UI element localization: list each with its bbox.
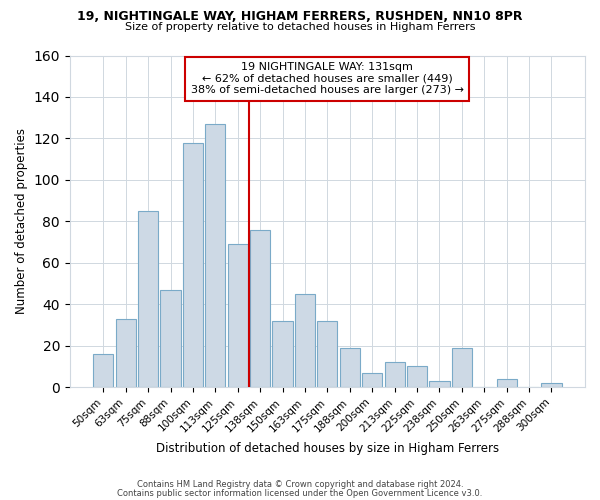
Bar xyxy=(541,383,562,387)
X-axis label: Distribution of detached houses by size in Higham Ferrers: Distribution of detached houses by size … xyxy=(156,442,499,455)
Bar xyxy=(430,381,449,387)
Bar xyxy=(362,372,382,387)
Text: Contains HM Land Registry data © Crown copyright and database right 2024.: Contains HM Land Registry data © Crown c… xyxy=(137,480,463,489)
Bar xyxy=(340,348,360,387)
Bar xyxy=(295,294,315,387)
Text: 19, NIGHTINGALE WAY, HIGHAM FERRERS, RUSHDEN, NN10 8PR: 19, NIGHTINGALE WAY, HIGHAM FERRERS, RUS… xyxy=(77,10,523,23)
Bar xyxy=(317,321,337,387)
Bar xyxy=(116,318,136,387)
Bar xyxy=(407,366,427,387)
Bar xyxy=(160,290,181,387)
Text: Size of property relative to detached houses in Higham Ferrers: Size of property relative to detached ho… xyxy=(125,22,475,32)
Bar xyxy=(138,211,158,387)
Y-axis label: Number of detached properties: Number of detached properties xyxy=(15,128,28,314)
Bar xyxy=(452,348,472,387)
Text: 19 NIGHTINGALE WAY: 131sqm
← 62% of detached houses are smaller (449)
38% of sem: 19 NIGHTINGALE WAY: 131sqm ← 62% of deta… xyxy=(191,62,464,96)
Bar xyxy=(497,379,517,387)
Bar xyxy=(93,354,113,387)
Bar xyxy=(183,142,203,387)
Bar xyxy=(205,124,226,387)
Text: Contains public sector information licensed under the Open Government Licence v3: Contains public sector information licen… xyxy=(118,488,482,498)
Bar xyxy=(385,362,405,387)
Bar xyxy=(272,321,293,387)
Bar xyxy=(250,230,270,387)
Bar xyxy=(227,244,248,387)
